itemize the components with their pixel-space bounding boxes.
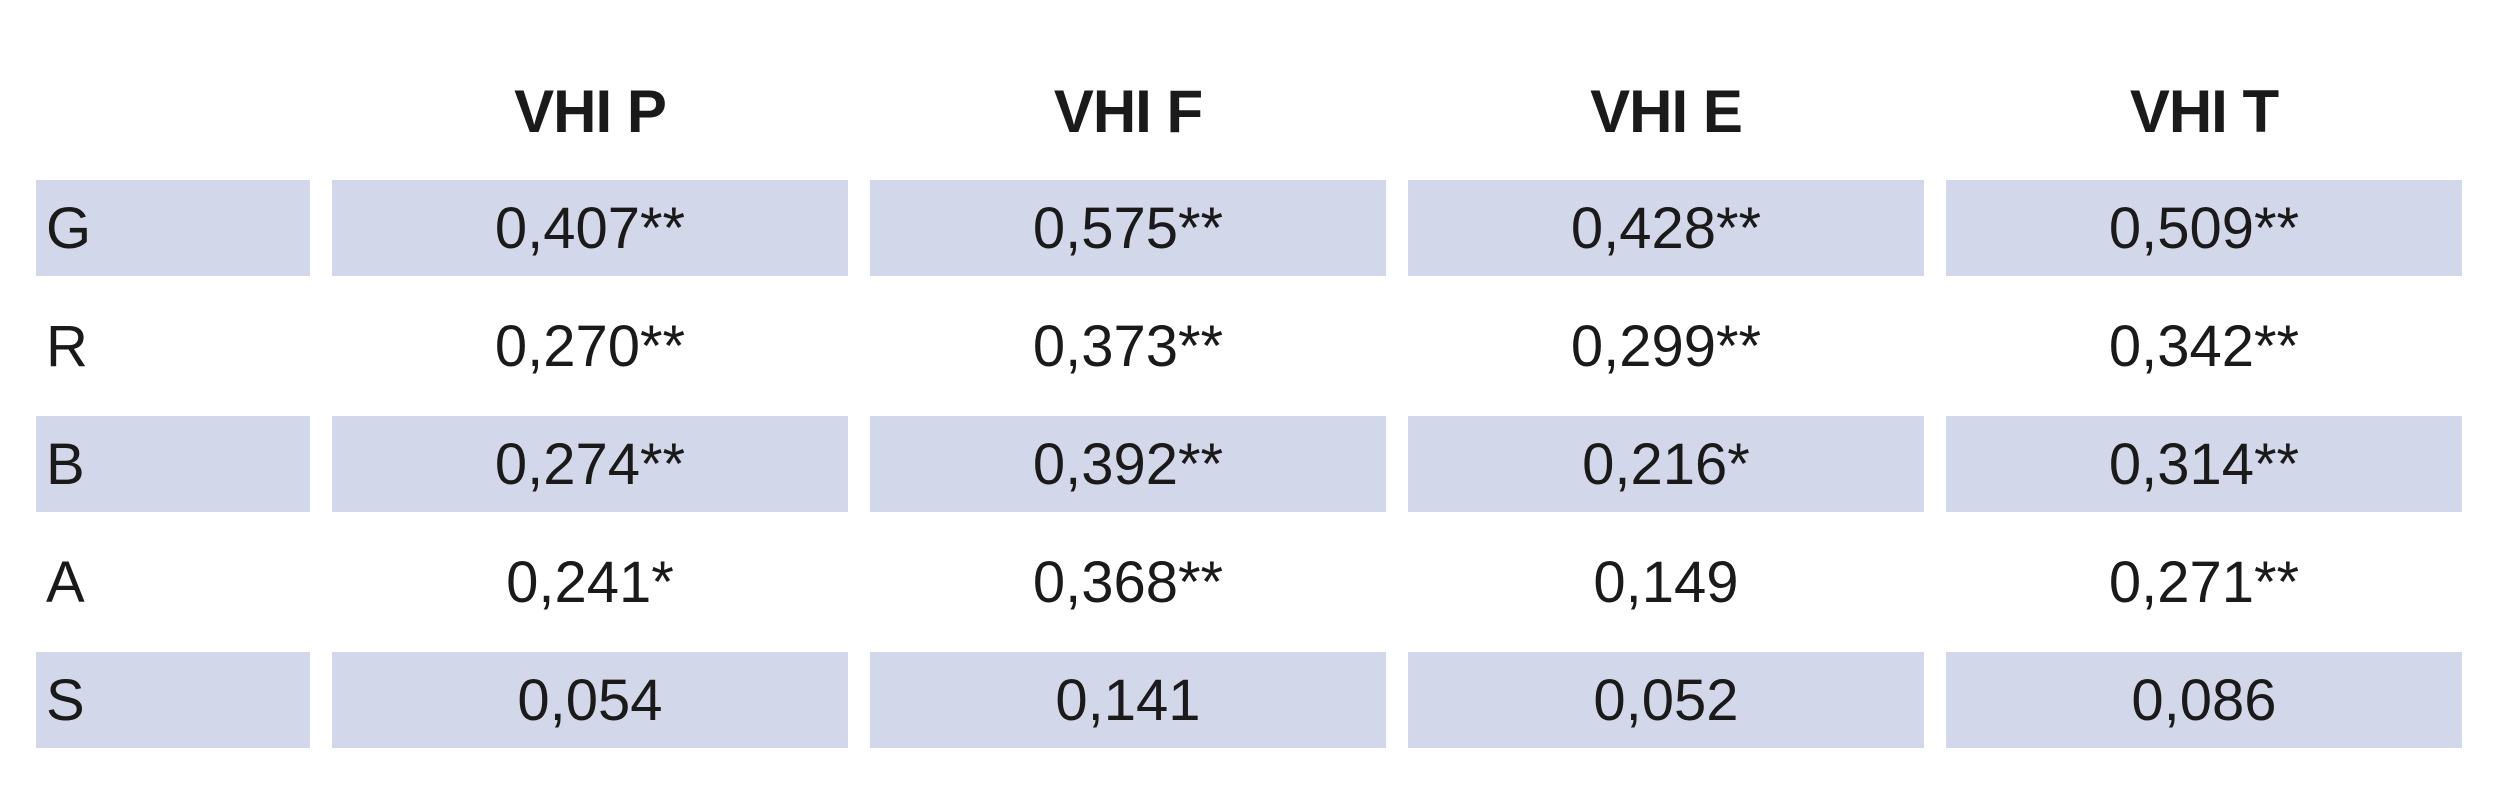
- table-cell: 0,392**: [870, 416, 1386, 512]
- table-cell: 0,086: [1946, 652, 2462, 748]
- table-row-g: G 0,407** 0,575** 0,428** 0,509**: [36, 180, 2476, 276]
- table-row-s: S 0,054 0,141 0,052 0,086: [36, 652, 2476, 748]
- row-label: B: [36, 416, 310, 512]
- table-cell: 0,368**: [1032, 549, 1224, 615]
- row-label: G: [36, 180, 310, 276]
- table-cell: 0,314**: [1946, 416, 2462, 512]
- table-cell: 0,509**: [1946, 180, 2462, 276]
- table-cell: 0,141: [870, 652, 1386, 748]
- table-cell: 0,216*: [1408, 416, 1924, 512]
- row-label: A: [46, 549, 85, 615]
- table-row-b: B 0,274** 0,392** 0,216* 0,314**: [36, 416, 2476, 512]
- table-row-a: A 0,241* 0,368** 0,149 0,271**: [36, 534, 2476, 630]
- table-cell: 0,274**: [332, 416, 848, 512]
- table-header-row: VHI P VHI F VHI E VHI T: [36, 58, 2476, 164]
- table-cell: 0,342**: [2108, 313, 2300, 379]
- table-cell: 0,149: [1593, 549, 1739, 615]
- column-header-vhi-p: VHI P: [514, 77, 667, 145]
- table-cell: 0,241*: [506, 549, 674, 615]
- table-cell: 0,299**: [1570, 313, 1762, 379]
- table-cell: 0,373**: [1032, 313, 1224, 379]
- table-cell: 0,575**: [870, 180, 1386, 276]
- table-cell: 0,428**: [1408, 180, 1924, 276]
- row-label: R: [46, 313, 88, 379]
- table-cell: 0,052: [1408, 652, 1924, 748]
- table-cell: 0,407**: [332, 180, 848, 276]
- table-cell: 0,270**: [494, 313, 686, 379]
- column-header-vhi-t: VHI T: [2129, 77, 2279, 145]
- column-header-vhi-f: VHI F: [1053, 77, 1203, 145]
- table-cell: 0,271**: [2108, 549, 2300, 615]
- table-cell: 0,054: [332, 652, 848, 748]
- row-label: S: [36, 652, 310, 748]
- column-header-vhi-e: VHI E: [1590, 77, 1743, 145]
- correlation-table: VHI P VHI F VHI E VHI T G 0,407** 0,575*…: [36, 58, 2476, 748]
- table-row-r: R 0,270** 0,373** 0,299** 0,342**: [36, 298, 2476, 394]
